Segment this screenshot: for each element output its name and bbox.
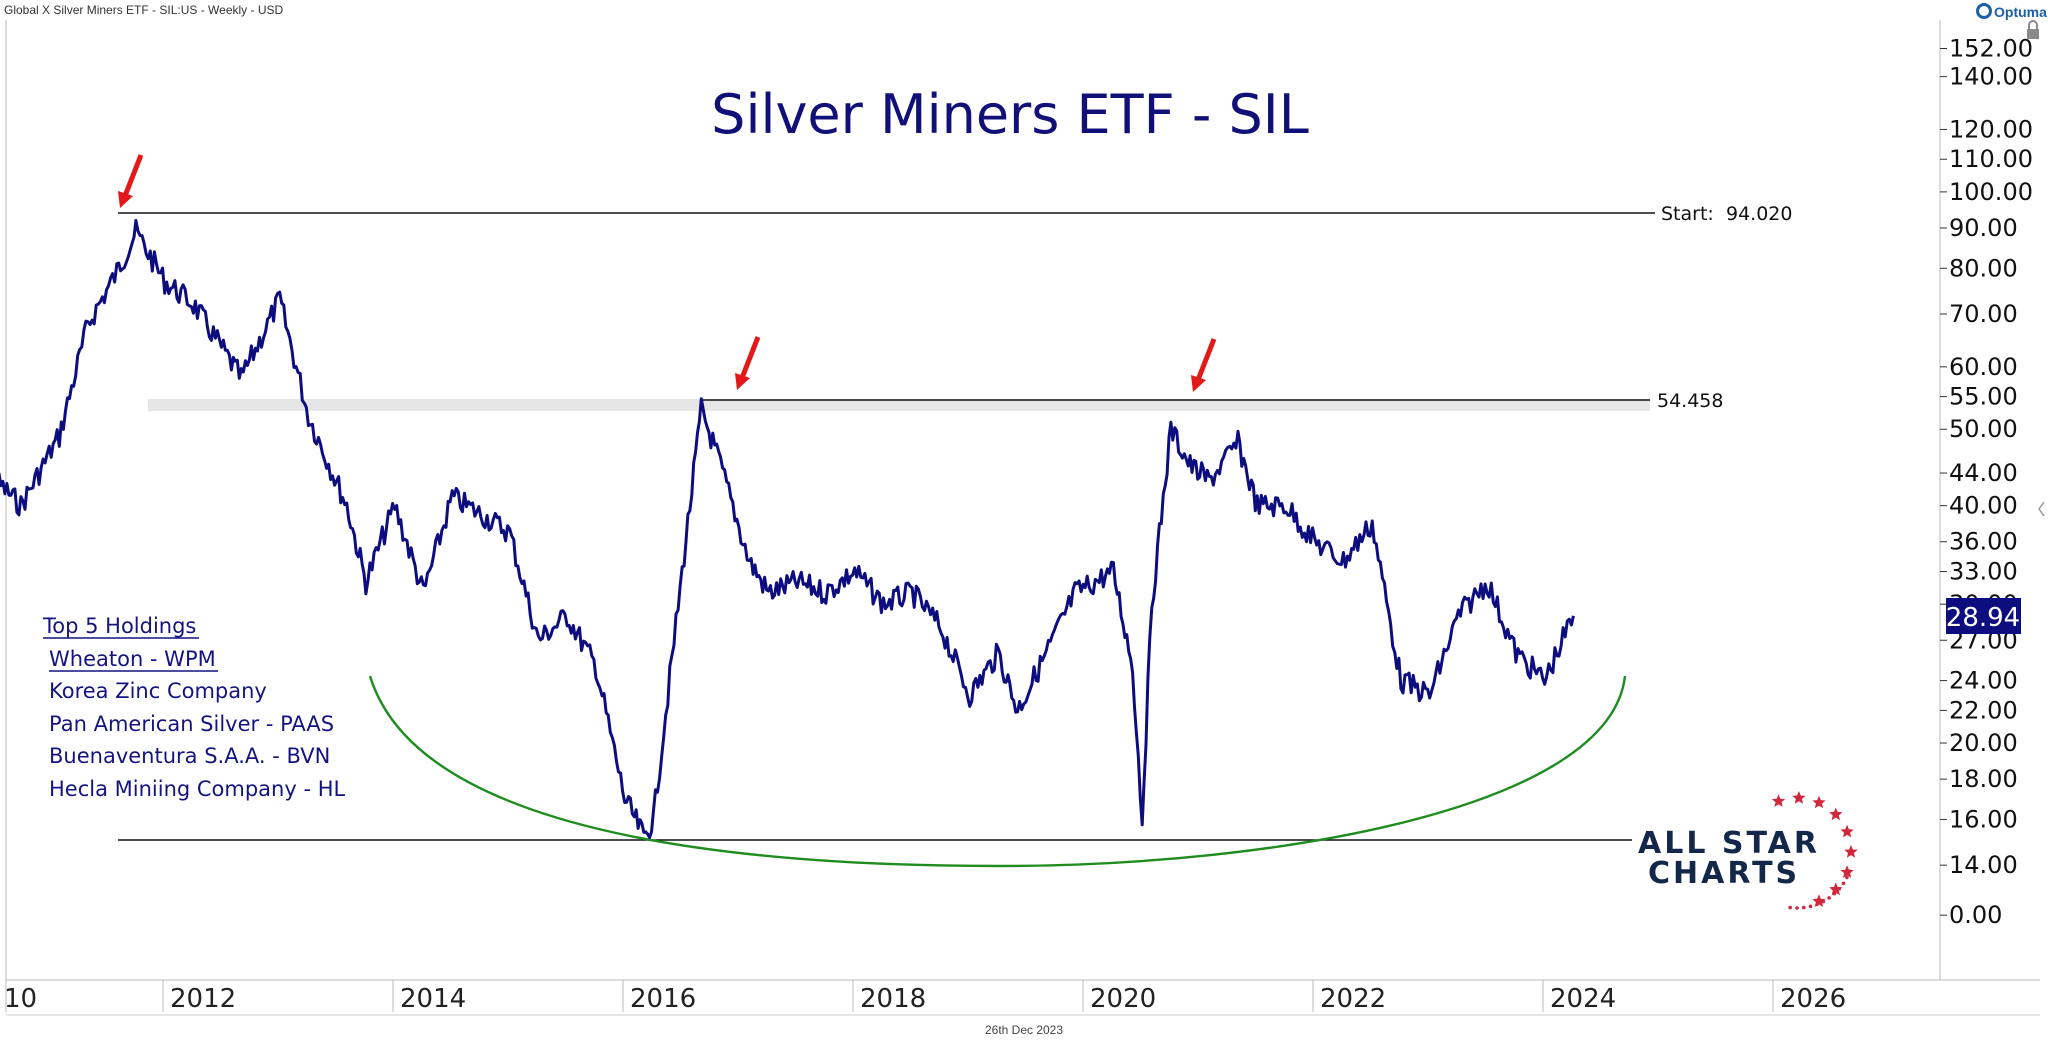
resistance-zone <box>148 399 1650 411</box>
x-tick-label: 10 <box>4 984 37 1014</box>
holding-item: Hecla Miniing Company - HL <box>49 777 346 801</box>
chart-title: Silver Miners ETF - SIL <box>711 83 1309 146</box>
holding-item: Pan American Silver - PAAS <box>49 712 334 736</box>
y-tick-label: 16.00 <box>1949 805 2018 833</box>
holdings-title: Top 5 Holdings <box>42 614 196 638</box>
all-star-charts-logo: ALL STAR CHARTS <box>1638 791 1858 910</box>
logo-dot <box>1821 899 1826 904</box>
y-tick-label: 18.00 <box>1949 765 2018 793</box>
holding-item: Buenaventura S.A.A. - BVN <box>49 744 330 768</box>
arrow-2011-peak <box>118 154 144 208</box>
logo-star <box>1829 807 1843 821</box>
holdings-legend: Top 5 Holdings Wheaton - WPM Korea Zinc … <box>42 614 346 801</box>
chart-date-footer: 26th Dec 2023 <box>985 1023 1063 1037</box>
holding-item: Korea Zinc Company <box>49 679 267 703</box>
y-tick-label: 90.00 <box>1949 214 2018 242</box>
logo-dot <box>1841 881 1846 886</box>
y-tick-label: 24.00 <box>1949 667 2018 695</box>
y-tick-label: 100.00 <box>1949 178 2033 206</box>
logo-dot <box>1837 886 1842 891</box>
lock-icon[interactable] <box>2027 20 2039 39</box>
y-tick-label: 110.00 <box>1949 145 2033 173</box>
holding-item: Wheaton - WPM <box>49 647 216 671</box>
resistance-level-value: 54.458 <box>1657 390 1723 412</box>
y-tick-label: 33.00 <box>1949 558 2018 586</box>
x-axis: 10 2012 2014 2016 2018 2020 2022 2024 2026 <box>4 980 1846 1014</box>
last-value-box <box>1946 598 2021 634</box>
x-tick-label: 2014 <box>400 984 466 1014</box>
start-level-value: 94.020 <box>1726 203 1792 225</box>
x-tick-label: 2016 <box>630 984 696 1014</box>
y-tick-label: 20.00 <box>1949 729 2018 757</box>
logo-dot <box>1815 902 1819 907</box>
logo-dot <box>1788 905 1792 910</box>
y-tick-label: 50.00 <box>1949 415 2018 443</box>
y-tick-label: 120.00 <box>1949 115 2033 143</box>
y-tick-label: 55.00 <box>1949 383 2018 411</box>
logo-dot <box>1795 906 1799 910</box>
y-tick-label: 70.00 <box>1949 300 2018 328</box>
logo-star <box>1792 791 1806 804</box>
y-tick-label: 80.00 <box>1949 254 2018 282</box>
y-tick-label: 40.00 <box>1949 492 2018 520</box>
logo-line-2: CHARTS <box>1648 856 1800 891</box>
optuma-logo: Optuma <box>1976 3 2047 20</box>
logo-dot <box>1802 905 1806 910</box>
y-tick-label: 36.00 <box>1949 528 2018 556</box>
y-tick-label: 140.00 <box>1949 63 2033 91</box>
x-tick-label: 2012 <box>170 984 236 1014</box>
last-value-badge: 28.94 <box>1946 598 2021 634</box>
logo-dot <box>1845 875 1849 880</box>
logo-dot <box>1827 896 1831 900</box>
logo-dot <box>1832 891 1837 896</box>
logo-star <box>1771 794 1786 807</box>
y-tick-label: 152.00 <box>1949 35 2033 63</box>
brand-label: Optuma <box>1994 4 2047 20</box>
logo-stars <box>1771 791 1858 910</box>
y-tick-label: 0.00 <box>1949 901 2002 929</box>
collapse-panel-icon[interactable] <box>2038 501 2045 517</box>
logo-star <box>1840 865 1854 878</box>
logo-star <box>1844 845 1858 858</box>
price-series-line <box>0 218 1575 839</box>
logo-star <box>1829 882 1843 896</box>
x-tick-label: 2024 <box>1550 984 1616 1014</box>
start-level-label: Start: <box>1661 203 1714 225</box>
y-tick-label: 44.00 <box>1949 459 2018 487</box>
logo-line-1: ALL STAR <box>1638 826 1820 861</box>
last-value-text: 28.94 <box>1946 603 2020 633</box>
instrument-header: Global X Silver Miners ETF - SIL:US - We… <box>4 3 284 17</box>
logo-dot <box>1847 869 1852 873</box>
optuma-logo-icon <box>1976 3 1992 19</box>
x-tick-label: 2018 <box>860 984 926 1014</box>
y-tick-label: 14.00 <box>1949 851 2018 879</box>
x-tick-label: 2026 <box>1780 984 1846 1014</box>
arrow-2020-peak <box>1191 338 1217 392</box>
peak-arrows <box>118 154 1217 392</box>
arrow-2016-peak <box>735 336 761 390</box>
x-tick-label: 2020 <box>1090 984 1156 1014</box>
y-tick-label: 60.00 <box>1949 353 2018 381</box>
logo-star <box>1812 795 1826 809</box>
rounding-bottom-arc <box>368 675 1627 868</box>
x-tick-label: 2022 <box>1320 984 1386 1014</box>
y-tick-label: 22.00 <box>1949 696 2018 724</box>
logo-star <box>1840 824 1854 838</box>
logo-dot <box>1808 904 1813 909</box>
